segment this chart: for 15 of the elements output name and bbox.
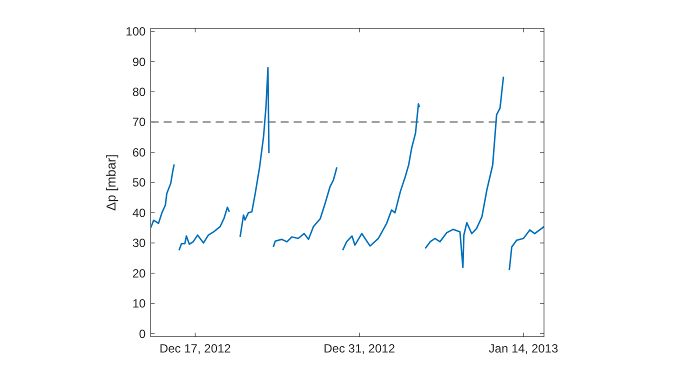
y-tick-label: 90 [132,54,146,69]
x-tick-label: Dec 17, 2012 [159,342,232,356]
y-tick-label: 40 [132,206,146,220]
x-tick-label: Dec 31, 2012 [324,342,396,356]
y-tick-label: 80 [132,84,146,99]
y-tick-label: 10 [132,296,146,311]
y-tick-label: 100 [126,24,146,39]
y-tick-label: 60 [132,145,146,160]
y-tick-label: 30 [132,236,146,250]
y-tick-label: 20 [132,266,146,280]
y-tick-label: 0 [139,326,146,341]
y-axis-title: Δp [mbar] [104,154,119,211]
y-tick-label: 70 [132,115,146,130]
y-tick-label: 50 [132,176,146,190]
x-tick-label: Jan 14, 2013 [488,342,558,356]
